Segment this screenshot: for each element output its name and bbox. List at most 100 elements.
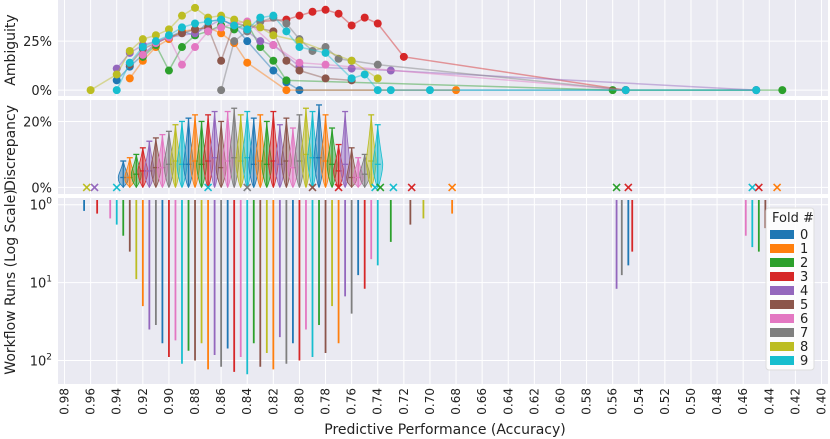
ambiguity-point-fold-8 bbox=[112, 70, 121, 79]
legend-swatch-fold-6 bbox=[770, 314, 794, 323]
ambiguity-point-fold-9 bbox=[230, 21, 239, 30]
ambiguity-point-fold-9 bbox=[177, 23, 186, 32]
ambiguity-point-fold-5 bbox=[217, 56, 226, 65]
ambiguity-point-fold-1 bbox=[125, 74, 134, 83]
xtick-label: 0.64 bbox=[501, 388, 515, 415]
ambiguity-panel bbox=[58, 0, 828, 96]
legend-label-fold-8: 8 bbox=[800, 340, 808, 355]
ambiguity-point-fold-9 bbox=[621, 86, 630, 95]
ambiguity-point-fold-8 bbox=[86, 86, 95, 95]
ambiguity-point-fold-9 bbox=[125, 58, 134, 67]
ambiguity-point-fold-6 bbox=[138, 50, 147, 59]
xtick-label: 0.42 bbox=[788, 388, 802, 415]
xtick-label: 0.84 bbox=[240, 388, 254, 415]
ambiguity-point-fold-7 bbox=[217, 86, 226, 95]
ambiguity-point-fold-2 bbox=[256, 43, 265, 52]
xtick-label: 0.58 bbox=[580, 388, 594, 415]
discrepancy-outlier-x bbox=[748, 183, 757, 192]
ambiguity-point-fold-5 bbox=[191, 25, 200, 34]
xtick-label: 0.48 bbox=[710, 388, 724, 415]
xtick-label: 0.60 bbox=[553, 388, 567, 415]
legend-label-fold-5: 5 bbox=[800, 298, 808, 313]
ambiguity-point-fold-3 bbox=[360, 13, 369, 22]
ambiguity-point-fold-1 bbox=[217, 29, 226, 38]
legend-label-fold-6: 6 bbox=[800, 312, 808, 327]
xtick-label: 0.66 bbox=[475, 388, 489, 415]
legend-title: Fold # bbox=[772, 211, 814, 226]
ambiguity-point-fold-7 bbox=[308, 46, 317, 55]
legend-label-fold-4: 4 bbox=[800, 284, 808, 299]
ambiguity-point-fold-3 bbox=[373, 19, 382, 28]
discrepancy-panel bbox=[58, 100, 828, 194]
ambiguity-point-fold-7 bbox=[321, 43, 330, 52]
ambiguity-point-fold-1 bbox=[243, 58, 252, 67]
ambiguity-point-fold-5 bbox=[321, 74, 330, 83]
ambiguity-point-fold-5 bbox=[177, 29, 186, 38]
ambiguity-point-fold-3 bbox=[295, 11, 304, 20]
ambiguity-point-fold-9 bbox=[138, 43, 147, 52]
ambiguity-point-fold-1 bbox=[282, 86, 291, 95]
ambiguity-point-fold-8 bbox=[230, 15, 239, 24]
xtick-label: 0.40 bbox=[814, 388, 828, 415]
xtick-label: 0.82 bbox=[266, 388, 280, 415]
ambiguity-point-fold-0 bbox=[295, 86, 304, 95]
workflow-runs-ytick-label: 100 bbox=[30, 197, 53, 214]
ambiguity-point-fold-9 bbox=[425, 86, 434, 95]
xtick-label: 0.54 bbox=[632, 388, 646, 415]
ambiguity-point-fold-7 bbox=[334, 54, 343, 63]
legend-label-fold-0: 0 bbox=[800, 228, 808, 243]
ambiguity-point-fold-5 bbox=[295, 66, 304, 75]
legend-label-fold-1: 1 bbox=[800, 242, 808, 257]
ambiguity-point-fold-7 bbox=[282, 19, 291, 28]
discrepancy-outlier-x bbox=[389, 183, 398, 192]
discrepancy-outlier-x bbox=[773, 183, 782, 192]
xtick-label: 0.50 bbox=[684, 388, 698, 415]
legend-swatch-fold-8 bbox=[770, 342, 794, 351]
ambiguity-point-fold-8 bbox=[243, 19, 252, 28]
xtick-label: 0.44 bbox=[762, 388, 776, 415]
discrepancy-outlier-x bbox=[407, 183, 416, 192]
ambiguity-point-fold-9 bbox=[269, 11, 278, 20]
ambiguity-point-fold-0 bbox=[112, 76, 121, 85]
xtick-label: 0.98 bbox=[58, 388, 72, 415]
ambiguity-point-fold-9 bbox=[321, 48, 330, 57]
ambiguity-point-fold-6 bbox=[217, 23, 226, 32]
discrepancy-ytick-label: 20% bbox=[23, 115, 52, 130]
ambiguity-point-fold-5 bbox=[282, 56, 291, 65]
ambiguity-point-fold-2 bbox=[177, 43, 186, 52]
legend-swatch-fold-0 bbox=[770, 230, 794, 239]
legend-swatch-fold-7 bbox=[770, 328, 794, 337]
legend-swatch-fold-5 bbox=[770, 300, 794, 309]
ambiguity-point-fold-3 bbox=[321, 5, 330, 14]
ambiguity-point-fold-6 bbox=[295, 58, 304, 67]
ambiguity-point-fold-9 bbox=[347, 74, 356, 83]
xtick-label: 0.62 bbox=[527, 388, 541, 415]
discrepancy-outlier-x bbox=[754, 183, 763, 192]
ambiguity-point-fold-3 bbox=[399, 52, 408, 61]
legend-label-fold-3: 3 bbox=[800, 270, 808, 285]
ambiguity-point-fold-9 bbox=[360, 70, 369, 79]
discrepancy-outlier-x bbox=[334, 183, 343, 192]
ambiguity-point-fold-9 bbox=[164, 31, 173, 40]
ambiguity-point-fold-8 bbox=[151, 31, 160, 40]
discrepancy-outlier-x bbox=[376, 183, 385, 192]
workflow-runs-panel bbox=[58, 198, 828, 384]
ambiguity-point-fold-7 bbox=[230, 37, 239, 46]
legend-label-fold-9: 9 bbox=[800, 354, 808, 369]
ambiguity-point-fold-9 bbox=[243, 25, 252, 34]
ambiguity-point-fold-8 bbox=[256, 23, 265, 32]
ambiguity-point-fold-8 bbox=[373, 74, 382, 83]
ambiguity-point-fold-4 bbox=[256, 37, 265, 46]
xtick-label: 0.96 bbox=[84, 388, 98, 415]
discrepancy-outlier-x bbox=[90, 183, 99, 192]
ambiguity-point-fold-9 bbox=[191, 19, 200, 28]
xtick-label: 0.52 bbox=[658, 388, 672, 415]
ambiguity-point-fold-9 bbox=[752, 86, 761, 95]
ambiguity-point-fold-8 bbox=[125, 46, 134, 55]
ambiguity-ytick-label: 25% bbox=[23, 35, 52, 50]
ambiguity-point-fold-8 bbox=[347, 56, 356, 65]
xtick-label: 0.86 bbox=[214, 388, 228, 415]
ambiguity-point-fold-4 bbox=[112, 64, 121, 73]
